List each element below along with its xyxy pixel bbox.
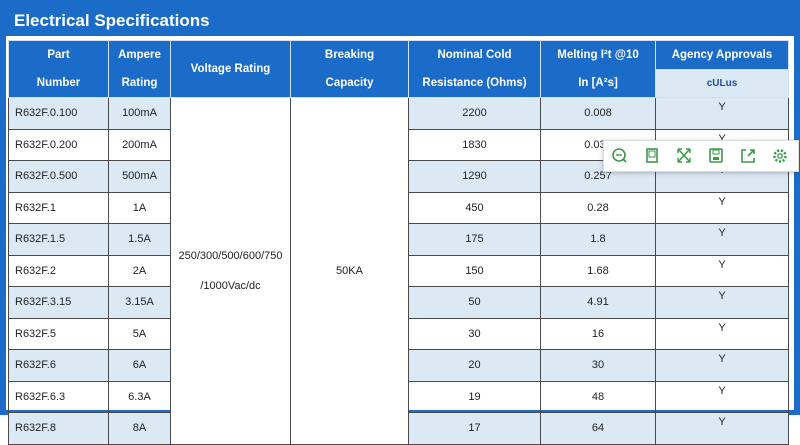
header-line: Resistance (Ohms) [422, 77, 527, 89]
share-button[interactable] [732, 141, 764, 171]
part-number: R632F.5 [8, 317, 109, 350]
ampere-rating: 5A [108, 317, 171, 350]
header-line: Ampere [118, 49, 161, 61]
melting-i2t: 1.8 [540, 223, 656, 256]
resistance: 20 [408, 349, 541, 382]
resistance: 17 [408, 412, 541, 445]
agency-approval: Y [655, 317, 789, 350]
part-number: R632F.8 [8, 412, 109, 445]
header-line: Number [36, 77, 81, 89]
part-number: R632F.1 [8, 191, 109, 224]
voltage-line: /1000Vac/dc [200, 279, 261, 292]
part-number: R632F.1.5 [8, 223, 109, 256]
header-row: cULus [9, 69, 789, 98]
ampere-rating: 2A [108, 254, 171, 287]
header-line: Part [47, 49, 70, 61]
melting-i2t: 4.91 [540, 286, 656, 319]
part-number: R632F.6.3 [8, 380, 109, 413]
ampere-rating: 6.3A [108, 380, 171, 413]
part-number: R632F.0.200 [8, 128, 109, 161]
data-row: R632F.5 5A 30 16 Y [8, 317, 789, 350]
column-header: Voltage Rating [170, 40, 291, 98]
header-line: Agency Approvals [671, 49, 773, 61]
header-line: Nominal Cold [437, 49, 512, 61]
resistance: 150 [408, 254, 541, 287]
column-header: Melting I²t @10 In [A²s] [540, 40, 656, 98]
data-row: R632F.1.5 1.5A 175 1.8 Y [8, 223, 789, 256]
ampere-rating: 1A [108, 191, 171, 224]
breaking-capacity: 50KA [290, 97, 409, 445]
spec-table: Part Number Ampere Rating Voltage Rating Brea… [8, 40, 789, 445]
ampere-rating: 500mA [108, 160, 171, 193]
page-button[interactable] [636, 141, 668, 171]
column-header: Part Number [8, 40, 109, 98]
part-number: R632F.2 [8, 254, 109, 287]
data-row: R632F.6.3 6.3A 19 48 Y [8, 380, 789, 413]
ampere-rating: 100mA [108, 97, 171, 130]
resistance: 1830 [408, 128, 541, 161]
melting-i2t: 1.68 [540, 254, 656, 287]
part-number: R632F.0.100 [8, 97, 109, 130]
agency-approval: Y [655, 97, 789, 130]
header-line: Capacity [325, 77, 374, 89]
agency-approval: Y [655, 254, 789, 287]
resistance: 30 [408, 317, 541, 350]
part-number: R632F.3.15 [8, 286, 109, 319]
column-header: Nominal Cold Resistance (Ohms) [408, 40, 541, 98]
title: Electrical Specifications [6, 6, 794, 36]
voltage-line: 250/300/500/600/750 [178, 249, 283, 262]
melting-i2t: 30 [540, 349, 656, 382]
settings-button[interactable] [764, 141, 796, 171]
header-line: Melting I²t @10 [557, 49, 639, 61]
agency-logo: cULus [655, 69, 789, 98]
agency-approval: Y [655, 349, 789, 382]
fullscreen-button[interactable] [668, 141, 700, 171]
melting-i2t: 48 [540, 380, 656, 413]
data-row: R632F.3.15 3.15A 50 4.91 Y [8, 286, 789, 319]
data-row: R632F.6 6A 20 30 Y [8, 349, 789, 382]
data-row: R632F.0.100 100mA 250/300/500/600/750/1000… [8, 97, 789, 445]
agency-approval: Y [655, 380, 789, 413]
resistance: 19 [408, 380, 541, 413]
table-header: Part Number Ampere Rating Voltage Rating Brea… [8, 40, 789, 98]
column-header: Breaking Capacity [290, 40, 409, 98]
column-header: Ampere Rating [108, 40, 171, 98]
viewer-toolbar [603, 140, 799, 172]
header-line: Breaking [324, 49, 375, 61]
zoom-button[interactable] [604, 141, 636, 171]
resistance: 450 [408, 191, 541, 224]
header-line: In [A²s] [578, 77, 618, 89]
resistance: 2200 [408, 97, 541, 130]
part-number: R632F.0.500 [8, 160, 109, 193]
header-line: Voltage Rating [190, 63, 271, 75]
resistance: 50 [408, 286, 541, 319]
data-row: R632F.2 2A 150 1.68 Y [8, 254, 789, 287]
ampere-rating: 6A [108, 349, 171, 382]
melting-i2t: 16 [540, 317, 656, 350]
voltage-rating: 250/300/500/600/750/1000Vac/dc [170, 97, 291, 445]
melting-i2t: 0.008 [540, 97, 656, 130]
agency-approval: Y [655, 223, 789, 256]
header-row: Part Number Ampere Rating Voltage Rating Brea… [8, 40, 789, 98]
agency-approval: Y [655, 412, 789, 445]
column-header: Agency Approvals [655, 40, 789, 70]
data-row: R632F.1 1A 450 0.28 Y [8, 191, 789, 224]
save-button[interactable] [700, 141, 732, 171]
ampere-rating: 200mA [108, 128, 171, 161]
resistance: 1290 [408, 160, 541, 193]
melting-i2t: 0.28 [540, 191, 656, 224]
ampere-rating: 8A [108, 412, 171, 445]
resistance: 175 [408, 223, 541, 256]
ampere-rating: 3.15A [108, 286, 171, 319]
melting-i2t: 64 [540, 412, 656, 445]
melting-i2t: 0.257 [540, 160, 656, 193]
agency-approval: Y [655, 286, 789, 319]
ampere-rating: 1.5A [108, 223, 171, 256]
agency-approval: Y [655, 191, 789, 224]
header-line: Rating [121, 77, 158, 89]
part-number: R632F.6 [8, 349, 109, 382]
